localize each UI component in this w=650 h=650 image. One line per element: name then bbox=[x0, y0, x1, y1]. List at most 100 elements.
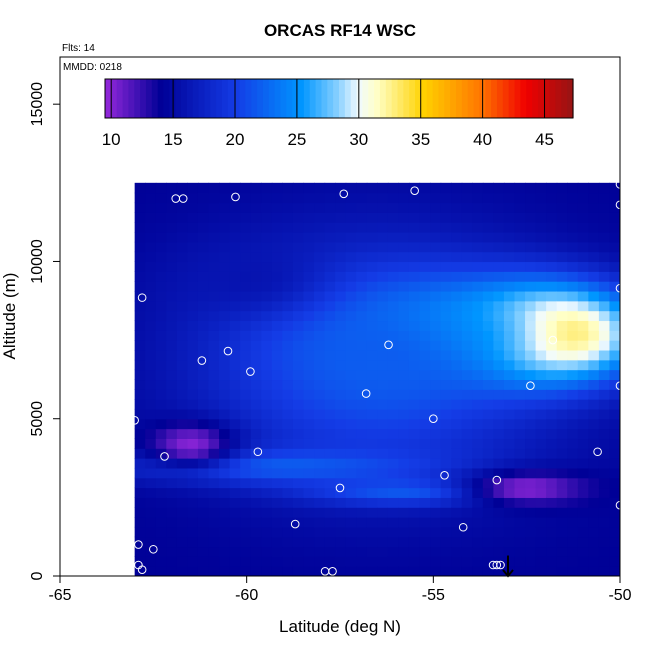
heatmap-cell bbox=[567, 369, 579, 381]
heatmap-cell bbox=[303, 192, 315, 204]
heatmap-cell bbox=[493, 290, 505, 302]
heatmap-cell bbox=[345, 507, 357, 518]
heatmap-cell bbox=[282, 330, 294, 341]
heatmap-cell bbox=[303, 566, 315, 576]
heatmap-cell bbox=[577, 379, 589, 390]
heatmap-cell bbox=[493, 300, 505, 312]
heatmap-cell bbox=[482, 310, 494, 322]
heatmap-cell bbox=[176, 222, 189, 233]
heatmap-cell bbox=[588, 271, 600, 282]
heatmap-cell bbox=[166, 536, 178, 548]
heatmap-cell bbox=[335, 467, 347, 479]
heatmap-cell bbox=[208, 241, 220, 253]
heatmap-cell bbox=[176, 546, 189, 557]
heatmap-cell bbox=[408, 241, 421, 253]
heatmap-cell bbox=[398, 310, 410, 322]
heatmap-cell bbox=[377, 231, 389, 243]
heatmap-cell bbox=[356, 310, 368, 322]
heatmap-cell bbox=[567, 222, 579, 233]
heatmap-cell bbox=[546, 261, 558, 272]
heatmap-cell bbox=[451, 438, 463, 449]
heatmap-cell bbox=[598, 428, 611, 439]
heatmap-cell bbox=[219, 300, 231, 312]
heatmap-cell bbox=[356, 349, 368, 361]
heatmap-cell bbox=[461, 359, 473, 371]
heatmap-cell bbox=[472, 418, 484, 430]
heatmap-cell bbox=[176, 487, 189, 498]
heatmap-cell bbox=[461, 399, 473, 410]
heatmap-cell bbox=[282, 497, 294, 508]
heatmap-cell bbox=[240, 497, 252, 508]
colorbar-segment bbox=[181, 79, 188, 118]
heatmap-cell bbox=[155, 458, 167, 469]
heatmap-cell bbox=[197, 477, 210, 489]
heatmap-cell bbox=[229, 310, 241, 322]
heatmap-cell bbox=[197, 261, 210, 272]
heatmap-cell bbox=[208, 281, 220, 292]
heatmap-cell bbox=[408, 330, 421, 341]
heatmap-cell bbox=[387, 212, 400, 223]
heatmap-cell bbox=[472, 526, 484, 538]
colorbar-segment bbox=[315, 79, 323, 118]
heatmap-cell bbox=[419, 212, 431, 223]
heatmap-cell bbox=[609, 231, 620, 243]
heatmap-cell bbox=[609, 241, 620, 253]
heatmap-cell bbox=[229, 458, 241, 469]
colorbar-segment bbox=[374, 79, 381, 118]
heatmap-cell bbox=[345, 428, 357, 439]
heatmap-cell bbox=[324, 428, 336, 439]
heatmap-cell bbox=[387, 458, 400, 469]
heatmap-cell bbox=[556, 546, 568, 557]
heatmap-cell bbox=[134, 389, 146, 400]
heatmap-cell bbox=[208, 546, 220, 557]
colorbar-tick-label: 40 bbox=[473, 130, 492, 149]
heatmap-cell bbox=[588, 369, 600, 381]
heatmap-cell bbox=[176, 448, 189, 459]
heatmap-cell bbox=[546, 202, 558, 213]
heatmap-cell bbox=[451, 359, 463, 371]
x-tick-label: -60 bbox=[235, 587, 258, 604]
heatmap-cell bbox=[145, 497, 157, 508]
heatmap-cell bbox=[303, 507, 315, 518]
heatmap-cell bbox=[472, 359, 484, 371]
heatmap-cell bbox=[134, 349, 146, 361]
observation-point bbox=[548, 335, 558, 345]
heatmap-cell bbox=[503, 231, 516, 243]
colorbar-segment bbox=[192, 79, 200, 118]
heatmap-cell bbox=[430, 192, 442, 204]
heatmap-cell bbox=[609, 349, 620, 361]
heatmap-cell bbox=[482, 212, 494, 223]
heatmap-cell bbox=[345, 546, 357, 557]
heatmap-cell bbox=[176, 497, 189, 508]
heatmap-cell bbox=[292, 467, 305, 479]
heatmap-cell bbox=[335, 261, 347, 272]
heatmap-cell bbox=[197, 281, 210, 292]
observation-point bbox=[615, 500, 620, 510]
heatmap-cell bbox=[229, 192, 241, 204]
heatmap-cell bbox=[187, 556, 199, 567]
heatmap-cell bbox=[282, 349, 294, 361]
heatmap-cell bbox=[493, 251, 505, 263]
heatmap-cell bbox=[472, 507, 484, 518]
heatmap-cell bbox=[567, 389, 579, 400]
heatmap-cell bbox=[525, 330, 537, 341]
heatmap-cell bbox=[503, 566, 516, 576]
observation-point bbox=[178, 194, 188, 203]
x-tick-label: -50 bbox=[608, 587, 631, 604]
heatmap-cell bbox=[398, 438, 410, 449]
heatmap-cell bbox=[145, 536, 157, 548]
heatmap-cell bbox=[176, 359, 189, 371]
observation-point bbox=[328, 566, 337, 576]
heatmap-cell bbox=[398, 477, 410, 489]
heatmap-cell bbox=[324, 271, 336, 282]
heatmap-cell bbox=[134, 340, 146, 351]
heatmap-cell bbox=[166, 438, 178, 449]
heatmap-cell bbox=[451, 310, 463, 322]
heatmap-cell bbox=[176, 202, 189, 213]
heatmap-cell bbox=[556, 566, 568, 576]
heatmap-cell bbox=[292, 546, 305, 557]
heatmap-cell bbox=[588, 399, 600, 410]
heatmap-cell bbox=[546, 399, 558, 410]
heatmap-cell bbox=[556, 556, 568, 567]
heatmap-cell bbox=[282, 418, 294, 430]
